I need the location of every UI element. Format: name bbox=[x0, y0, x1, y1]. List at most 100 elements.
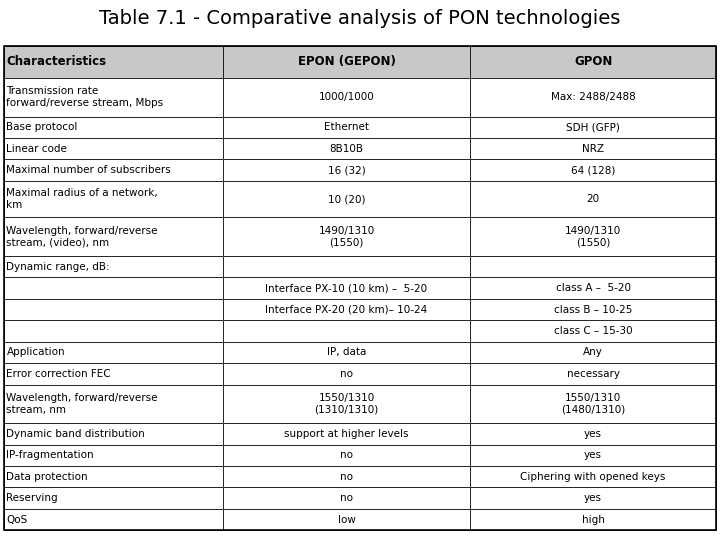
Text: Application: Application bbox=[6, 347, 65, 357]
Bar bbox=[469, 278, 716, 299]
Bar bbox=[469, 159, 716, 181]
Bar bbox=[4, 363, 223, 384]
Bar bbox=[469, 46, 716, 78]
Bar bbox=[469, 181, 716, 218]
Bar bbox=[469, 444, 716, 466]
Text: Interface PX-20 (20 km)– 10-24: Interface PX-20 (20 km)– 10-24 bbox=[266, 305, 428, 314]
Text: 64 (128): 64 (128) bbox=[571, 165, 616, 175]
Text: SDH (GFP): SDH (GFP) bbox=[566, 123, 620, 132]
Text: Ciphering with opened keys: Ciphering with opened keys bbox=[521, 472, 666, 482]
Bar bbox=[223, 256, 469, 278]
Bar bbox=[469, 256, 716, 278]
Text: Interface PX-10 (10 km) –  5-20: Interface PX-10 (10 km) – 5-20 bbox=[266, 283, 428, 293]
Bar bbox=[223, 78, 469, 117]
Text: Maximal number of subscribers: Maximal number of subscribers bbox=[6, 165, 171, 175]
Bar bbox=[469, 509, 716, 530]
Text: 10 (20): 10 (20) bbox=[328, 194, 365, 204]
Bar bbox=[469, 363, 716, 384]
Bar bbox=[469, 159, 716, 181]
Bar bbox=[469, 423, 716, 444]
Text: no: no bbox=[340, 450, 353, 460]
Bar bbox=[469, 78, 716, 117]
Bar bbox=[4, 117, 223, 138]
Bar bbox=[4, 299, 223, 320]
Text: low: low bbox=[338, 515, 356, 524]
Bar bbox=[469, 218, 716, 256]
Bar bbox=[223, 466, 469, 488]
Bar bbox=[223, 363, 469, 384]
Bar bbox=[469, 320, 716, 342]
Bar bbox=[4, 488, 223, 509]
Bar bbox=[4, 117, 223, 138]
Text: necessary: necessary bbox=[567, 369, 620, 379]
Bar bbox=[4, 488, 223, 509]
Bar bbox=[469, 444, 716, 466]
Text: Reserving: Reserving bbox=[6, 493, 58, 503]
Bar bbox=[469, 423, 716, 444]
Text: 8B10B: 8B10B bbox=[330, 144, 364, 154]
Bar bbox=[223, 509, 469, 530]
Text: 20: 20 bbox=[587, 194, 600, 204]
Text: Linear code: Linear code bbox=[6, 144, 68, 154]
Text: yes: yes bbox=[584, 493, 602, 503]
Bar bbox=[4, 159, 223, 181]
Bar bbox=[223, 159, 469, 181]
Text: Max: 2488/2488: Max: 2488/2488 bbox=[551, 92, 636, 103]
Bar bbox=[223, 384, 469, 423]
Bar bbox=[223, 423, 469, 444]
Bar bbox=[4, 384, 223, 423]
Bar bbox=[223, 138, 469, 159]
Bar bbox=[4, 46, 223, 78]
Bar bbox=[223, 342, 469, 363]
Text: class B – 10-25: class B – 10-25 bbox=[554, 305, 632, 314]
Bar bbox=[469, 466, 716, 488]
Text: GPON: GPON bbox=[574, 56, 612, 69]
Bar bbox=[469, 181, 716, 218]
Bar bbox=[4, 342, 223, 363]
Text: 1550/1310
(1480/1310): 1550/1310 (1480/1310) bbox=[561, 393, 625, 415]
Bar bbox=[223, 46, 469, 78]
Bar bbox=[4, 256, 223, 278]
Bar bbox=[4, 218, 223, 256]
Text: EPON (GEPON): EPON (GEPON) bbox=[297, 56, 395, 69]
Bar bbox=[223, 159, 469, 181]
Bar bbox=[469, 384, 716, 423]
Text: 1490/1310
(1550): 1490/1310 (1550) bbox=[565, 226, 621, 248]
Bar bbox=[223, 488, 469, 509]
Bar bbox=[223, 256, 469, 278]
Text: Characteristics: Characteristics bbox=[6, 56, 107, 69]
Bar bbox=[4, 423, 223, 444]
Text: Error correction FEC: Error correction FEC bbox=[6, 369, 111, 379]
Text: Ethernet: Ethernet bbox=[324, 123, 369, 132]
Bar bbox=[469, 78, 716, 117]
Text: NRZ: NRZ bbox=[582, 144, 604, 154]
Bar bbox=[469, 466, 716, 488]
Bar bbox=[223, 46, 469, 78]
Text: Dynamic range, dB:: Dynamic range, dB: bbox=[6, 262, 110, 272]
Bar bbox=[469, 488, 716, 509]
Bar bbox=[4, 509, 223, 530]
Bar bbox=[4, 78, 223, 117]
Text: no: no bbox=[340, 369, 353, 379]
Bar bbox=[223, 218, 469, 256]
Bar bbox=[4, 278, 223, 299]
Text: QoS: QoS bbox=[6, 515, 28, 524]
Bar bbox=[469, 278, 716, 299]
Bar bbox=[4, 138, 223, 159]
Text: 1550/1310
(1310/1310): 1550/1310 (1310/1310) bbox=[315, 393, 379, 415]
Text: 1000/1000: 1000/1000 bbox=[318, 92, 374, 103]
Bar bbox=[469, 138, 716, 159]
Bar bbox=[4, 181, 223, 218]
Bar bbox=[223, 278, 469, 299]
Bar bbox=[4, 278, 223, 299]
Bar bbox=[469, 46, 716, 78]
Text: 16 (32): 16 (32) bbox=[328, 165, 365, 175]
Bar bbox=[223, 78, 469, 117]
Bar bbox=[223, 278, 469, 299]
Bar bbox=[4, 444, 223, 466]
Bar bbox=[4, 159, 223, 181]
Bar bbox=[4, 320, 223, 342]
Bar bbox=[469, 384, 716, 423]
Bar bbox=[223, 181, 469, 218]
Text: Transmission rate
forward/reverse stream, Mbps: Transmission rate forward/reverse stream… bbox=[6, 86, 163, 109]
